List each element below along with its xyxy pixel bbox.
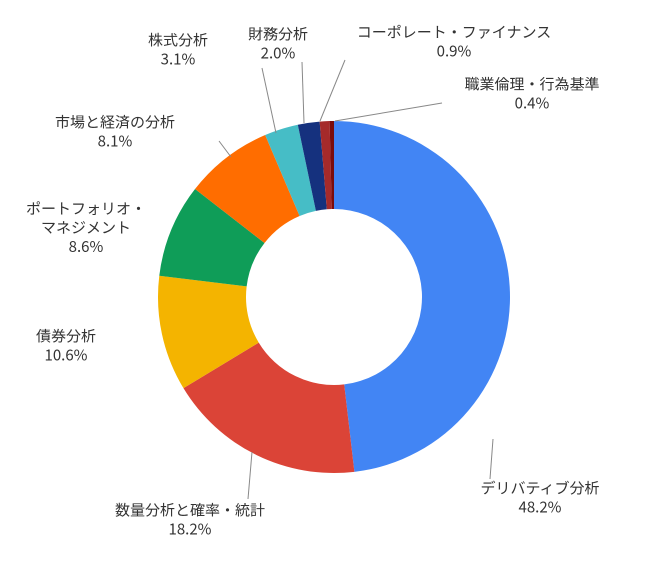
slice-label-pct: 0.9% — [357, 42, 551, 61]
slice-label-name: コーポレート・ファイナンス — [357, 23, 551, 42]
slice-label-pct: 10.6% — [36, 346, 96, 365]
slice-label-name: 財務分析 — [248, 25, 308, 44]
slice-label-1: 数量分析と確率・統計18.2% — [115, 501, 265, 539]
leader-line-5 — [262, 68, 276, 133]
slice-label-5: 株式分析3.1% — [148, 31, 208, 69]
slice-label-name: 数量分析と確率・統計 — [115, 501, 265, 520]
slice-label-pct: 3.1% — [148, 50, 208, 69]
slice-label-pct: 8.6% — [26, 237, 146, 256]
slice-label-8: 職業倫理・行為基準0.4% — [464, 75, 599, 113]
slice-label-pct: 0.4% — [464, 94, 599, 113]
slice-label-name: デリバティブ分析 — [480, 479, 599, 498]
slice-0 — [334, 121, 510, 472]
donut-chart-container: デリバティブ分析48.2% 数量分析と確率・統計18.2% 債券分析10.6% ポート… — [0, 0, 648, 567]
leader-line-7 — [320, 60, 345, 121]
slice-label-name: 職業倫理・行為基準 — [464, 75, 599, 94]
slice-label-pct: 18.2% — [115, 520, 265, 539]
slice-label-pct: 48.2% — [480, 498, 599, 517]
slice-label-name: ポートフォリオ・マネジメント — [26, 200, 146, 238]
slice-label-name: 債券分析 — [36, 327, 96, 346]
slice-label-7: コーポレート・ファイナンス0.9% — [357, 23, 551, 61]
slice-label-0: デリバティブ分析48.2% — [480, 479, 599, 517]
leader-line-4 — [219, 141, 231, 157]
leader-line-1 — [248, 452, 252, 499]
slice-label-4: 市場と経済の分析8.1% — [55, 113, 175, 151]
slice-label-name: 株式分析 — [148, 31, 208, 50]
leader-line-6 — [302, 62, 304, 123]
slice-label-2: 債券分析10.6% — [36, 327, 96, 365]
slice-label-3: ポートフォリオ・マネジメント8.6% — [26, 200, 146, 256]
slice-label-pct: 8.1% — [55, 132, 175, 151]
slice-label-name: 市場と経済の分析 — [55, 113, 175, 132]
slice-label-pct: 2.0% — [248, 44, 308, 63]
slice-label-6: 財務分析2.0% — [248, 25, 308, 63]
leader-line-8 — [335, 103, 442, 121]
leader-line-0 — [490, 439, 493, 479]
